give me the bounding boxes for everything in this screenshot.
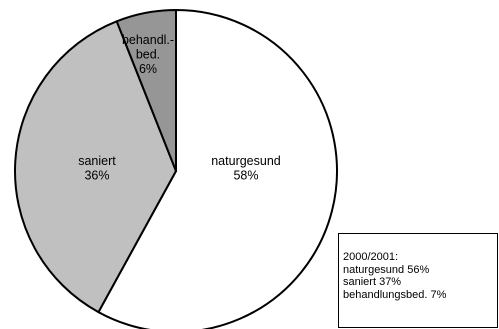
slice-label-2-line-2: 6% [139, 62, 157, 76]
comparison-info-box: 2000/2001: naturgesund 56% saniert 37% b… [338, 233, 498, 328]
pie-slice-2 [115, 9, 177, 172]
pie-slice-1 [14, 20, 177, 314]
slice-label-0-line-1: 58% [233, 169, 258, 183]
slice-label-2-line-0: behandl.- [122, 33, 174, 47]
pie-slices [14, 9, 338, 329]
info-line-saniert: saniert 37% [343, 276, 402, 288]
pie-slice-0 [97, 9, 338, 329]
info-line-period: 2000/2001: [343, 251, 399, 263]
slice-label-2-line-1: bed. [136, 48, 160, 62]
slice-label-0-line-0: naturgesund [211, 154, 281, 168]
slice-label-1-line-0: saniert [78, 154, 116, 168]
slice-label-1-line-1: 36% [84, 169, 109, 183]
info-line-behandlungsbed: behandlungsbed. 7% [343, 288, 447, 301]
info-line-naturgesund: naturgesund 56% [343, 263, 430, 276]
